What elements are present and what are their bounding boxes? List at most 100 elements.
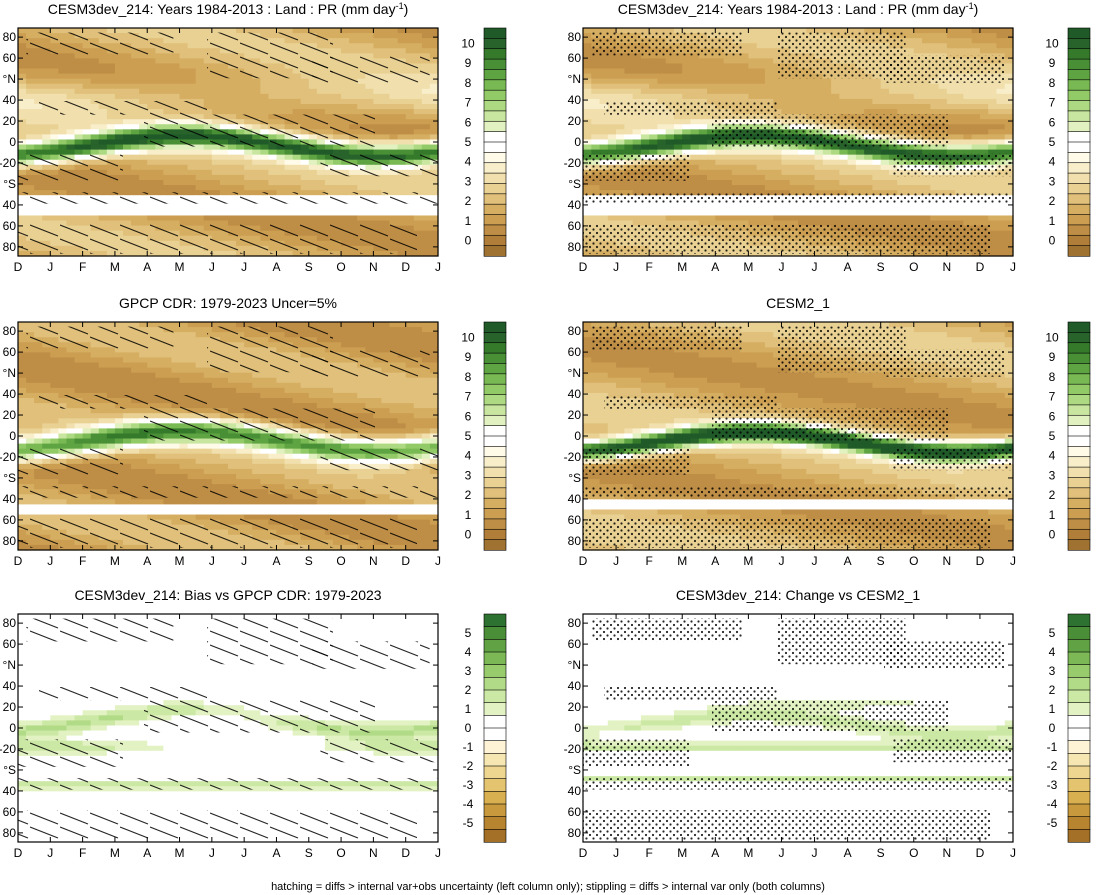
heatmap-cell	[979, 205, 989, 211]
heatmap-cell	[583, 43, 592, 49]
heatmap-cell	[665, 180, 675, 186]
heatmap-cell	[90, 78, 100, 85]
heatmap-cell	[715, 63, 725, 70]
heatmap-cell	[18, 144, 27, 151]
x-tick-label: J	[1010, 260, 1016, 274]
heatmap-cell	[731, 93, 741, 100]
heatmap-cell	[698, 93, 708, 100]
heatmap-cell	[756, 78, 766, 85]
heatmap-cell	[228, 93, 237, 100]
heatmap-cell	[106, 88, 116, 95]
heatmap-cell	[922, 28, 931, 34]
heatmap-cell	[244, 180, 253, 186]
colorbar-swatch	[483, 224, 507, 236]
heatmap-cell	[405, 215, 415, 222]
heatmap-cell	[599, 149, 609, 156]
heatmap-cell	[171, 205, 181, 211]
heatmap-cell	[731, 144, 741, 151]
heatmap-cell	[806, 205, 816, 211]
heatmap-cell	[599, 63, 609, 70]
heatmap-cell	[715, 164, 725, 171]
heatmap-cell	[682, 180, 692, 186]
heatmap-cell	[106, 124, 116, 130]
heatmap-cell	[195, 38, 205, 44]
heatmap-cell	[1004, 33, 1014, 39]
heatmap-cell	[773, 28, 783, 34]
heatmap-cell	[292, 83, 302, 90]
heatmap-cell	[748, 164, 758, 171]
heatmap-cell	[789, 210, 799, 217]
heatmap-cell	[333, 174, 342, 181]
heatmap-cell	[211, 169, 221, 176]
heatmap-cell	[690, 159, 700, 166]
heatmap-cell	[822, 210, 832, 217]
heatmap-cell	[640, 63, 650, 70]
heatmap-cell	[300, 93, 310, 100]
heatmap-cell	[673, 28, 683, 34]
heatmap-cell	[131, 180, 140, 186]
heatmap-cell	[599, 119, 609, 125]
heatmap-cell	[764, 43, 774, 49]
heatmap-cell	[18, 33, 27, 39]
heatmap-cell	[707, 28, 716, 34]
heatmap-cell	[888, 144, 898, 151]
heatmap-cell	[163, 93, 173, 100]
heatmap-cell	[979, 139, 989, 146]
heatmap-cell	[341, 109, 350, 115]
heatmap-cell	[930, 43, 940, 49]
heatmap-cell	[187, 169, 197, 176]
heatmap-cell	[682, 88, 692, 95]
heatmap-cell	[855, 88, 865, 95]
heatmap-cell	[930, 174, 940, 181]
heatmap-cell	[798, 28, 807, 34]
heatmap-cell	[66, 205, 76, 211]
heatmap-cell	[963, 38, 973, 44]
colorbar-label: 8	[1049, 76, 1056, 90]
heatmap-cell	[996, 180, 1006, 186]
heatmap-cell	[996, 144, 1006, 151]
heatmap-cell	[789, 144, 799, 151]
heatmap-cell	[90, 210, 100, 217]
heatmap-cell	[203, 174, 213, 181]
heatmap-cell	[373, 149, 383, 156]
heatmap-cell	[847, 154, 857, 161]
heatmap-cell	[244, 250, 253, 257]
heatmap-cell	[413, 322, 423, 328]
heatmap-cell	[260, 164, 269, 171]
heatmap-cell	[58, 68, 68, 75]
heatmap-cell	[300, 144, 310, 151]
heatmap-cell	[806, 149, 816, 156]
heatmap-cell	[640, 28, 650, 34]
heatmap-cell	[591, 139, 601, 146]
heatmap-cell	[18, 58, 27, 65]
heatmap-cell	[58, 78, 68, 85]
heatmap-cell	[155, 164, 164, 171]
heatmap-cell	[880, 28, 890, 34]
heatmap-cell	[397, 134, 407, 141]
heatmap-cell	[988, 215, 998, 222]
heatmap-cell	[236, 180, 245, 186]
heatmap-cell	[413, 33, 423, 39]
heatmap-cell	[591, 88, 601, 95]
heatmap-cell	[429, 104, 439, 110]
heatmap-cell	[34, 134, 43, 141]
heatmap-cell	[632, 68, 642, 75]
heatmap-cell	[260, 83, 269, 90]
heatmap-cell	[179, 73, 189, 80]
colorbar-label: 0	[1049, 233, 1056, 247]
heatmap-cell	[698, 68, 708, 75]
heatmap-cell	[707, 88, 716, 95]
heatmap-cell	[946, 83, 956, 90]
heatmap-cell	[98, 124, 108, 130]
heatmap-cell	[219, 220, 229, 227]
heatmap-cell	[405, 124, 415, 130]
heatmap-cell	[599, 68, 609, 75]
heatmap-cell	[292, 78, 302, 85]
heatmap-cell	[930, 109, 940, 115]
heatmap-cell	[421, 245, 431, 252]
heatmap-cell	[888, 98, 898, 105]
heatmap-cell	[591, 63, 601, 70]
heatmap-cell	[864, 174, 874, 181]
heatmap-cell	[244, 169, 253, 176]
heatmap-cell	[665, 53, 675, 59]
